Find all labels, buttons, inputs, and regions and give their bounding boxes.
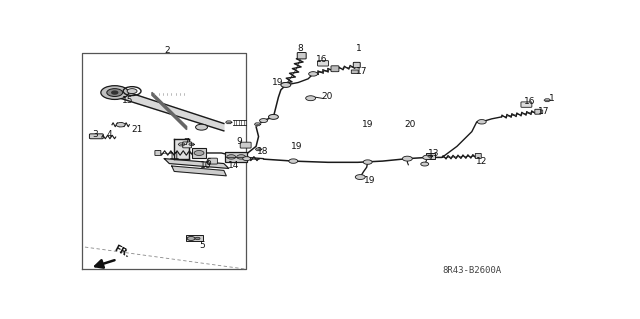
Circle shape — [227, 155, 236, 159]
Text: 17: 17 — [355, 67, 367, 77]
Polygon shape — [164, 159, 229, 168]
Circle shape — [281, 83, 291, 87]
FancyBboxPatch shape — [90, 134, 103, 139]
FancyBboxPatch shape — [186, 235, 203, 241]
Polygon shape — [174, 139, 189, 159]
Circle shape — [477, 120, 486, 124]
Circle shape — [127, 89, 137, 93]
Polygon shape — [115, 89, 224, 131]
Text: 20: 20 — [321, 92, 333, 101]
Circle shape — [107, 89, 123, 96]
FancyBboxPatch shape — [351, 70, 358, 73]
Circle shape — [403, 156, 412, 161]
Text: 14: 14 — [228, 161, 239, 170]
FancyBboxPatch shape — [521, 102, 532, 107]
FancyBboxPatch shape — [182, 142, 191, 148]
Text: 16: 16 — [316, 56, 328, 64]
Circle shape — [289, 159, 298, 163]
FancyBboxPatch shape — [331, 66, 339, 72]
Text: 1: 1 — [356, 44, 362, 53]
Circle shape — [112, 91, 118, 94]
Text: 19: 19 — [364, 176, 376, 185]
Circle shape — [101, 86, 129, 100]
Polygon shape — [428, 155, 433, 157]
FancyBboxPatch shape — [426, 153, 435, 160]
FancyBboxPatch shape — [240, 142, 251, 148]
Polygon shape — [178, 143, 185, 146]
Polygon shape — [255, 148, 262, 151]
Circle shape — [195, 237, 200, 240]
Text: 19: 19 — [291, 142, 303, 151]
Text: 19: 19 — [271, 78, 283, 87]
Circle shape — [423, 155, 431, 160]
Circle shape — [187, 236, 195, 241]
Circle shape — [364, 160, 372, 164]
Text: 3: 3 — [92, 130, 98, 138]
Text: 7: 7 — [183, 138, 189, 147]
Text: 12: 12 — [476, 157, 488, 166]
Text: 8: 8 — [298, 44, 303, 53]
Polygon shape — [226, 121, 232, 124]
FancyBboxPatch shape — [192, 148, 207, 158]
Text: 13: 13 — [428, 149, 440, 158]
FancyBboxPatch shape — [536, 110, 543, 114]
Text: 2: 2 — [164, 46, 170, 55]
Text: 10: 10 — [200, 161, 211, 170]
Circle shape — [420, 162, 429, 166]
Text: 18: 18 — [257, 147, 268, 156]
Polygon shape — [172, 166, 227, 176]
Circle shape — [196, 124, 207, 130]
Polygon shape — [152, 92, 187, 130]
Circle shape — [306, 96, 316, 101]
FancyBboxPatch shape — [353, 62, 360, 68]
Text: 8R43-B2600A: 8R43-B2600A — [442, 266, 501, 275]
Circle shape — [237, 155, 246, 159]
Text: 6: 6 — [205, 158, 211, 167]
Polygon shape — [544, 99, 550, 101]
Text: 11: 11 — [168, 152, 180, 161]
Circle shape — [116, 122, 125, 127]
Text: 5: 5 — [200, 241, 205, 250]
FancyBboxPatch shape — [535, 109, 541, 114]
Text: FR.: FR. — [112, 244, 131, 259]
Text: 17: 17 — [538, 108, 550, 116]
Circle shape — [194, 151, 204, 155]
FancyBboxPatch shape — [317, 61, 328, 66]
FancyBboxPatch shape — [155, 151, 161, 155]
Text: 15: 15 — [122, 96, 134, 105]
FancyBboxPatch shape — [225, 152, 247, 162]
Circle shape — [355, 174, 365, 180]
FancyBboxPatch shape — [208, 158, 218, 164]
Text: 19: 19 — [362, 120, 373, 129]
Text: 16: 16 — [524, 97, 536, 106]
FancyBboxPatch shape — [297, 53, 306, 59]
Text: 9: 9 — [237, 137, 243, 146]
Text: 1: 1 — [549, 94, 555, 103]
Polygon shape — [189, 143, 195, 145]
FancyBboxPatch shape — [476, 153, 481, 159]
Text: 4: 4 — [107, 130, 113, 139]
Circle shape — [308, 72, 317, 76]
Circle shape — [243, 157, 251, 160]
Circle shape — [269, 115, 278, 119]
Polygon shape — [255, 123, 260, 126]
Text: 21: 21 — [131, 125, 143, 134]
Circle shape — [260, 119, 268, 122]
Text: 20: 20 — [404, 120, 415, 129]
